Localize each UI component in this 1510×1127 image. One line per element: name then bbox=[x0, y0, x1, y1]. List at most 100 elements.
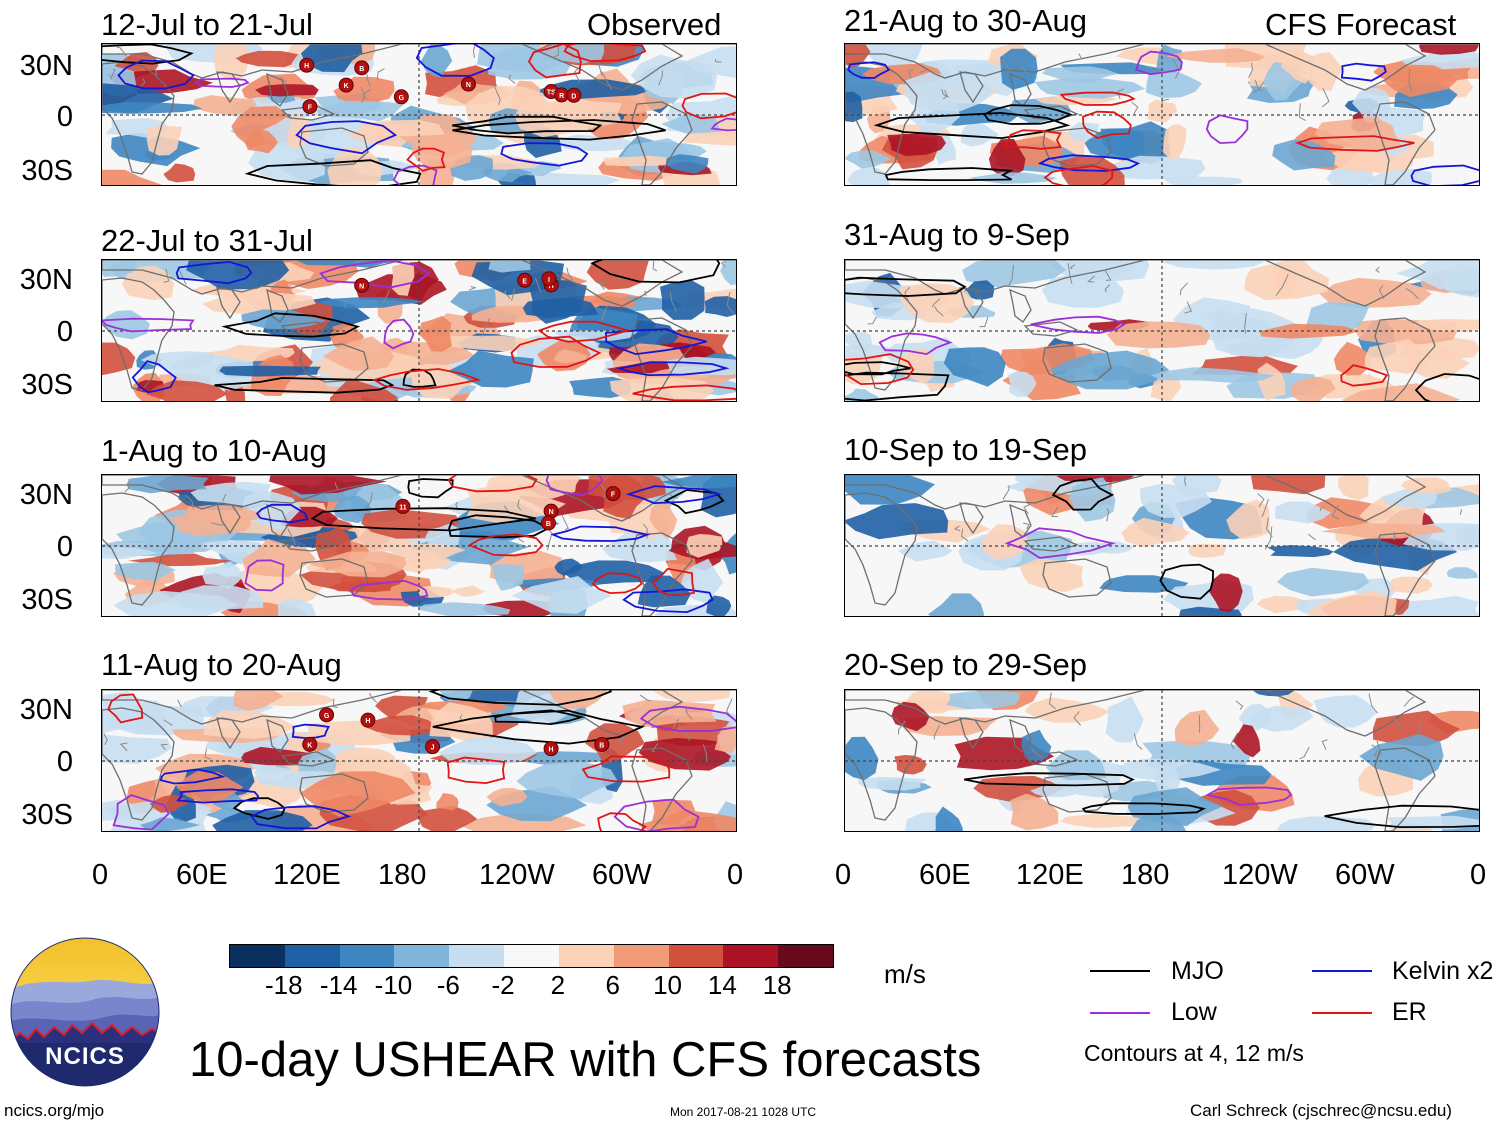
negative-shear-shading bbox=[1042, 273, 1125, 308]
low-contour bbox=[392, 164, 438, 185]
coastline bbox=[216, 717, 241, 750]
low-contour bbox=[112, 794, 170, 831]
low-contour bbox=[1205, 786, 1293, 806]
kelvin-contour bbox=[175, 260, 253, 285]
er-contour bbox=[845, 353, 915, 386]
mjo-contour bbox=[452, 115, 603, 135]
positive-shear-shading bbox=[359, 119, 445, 137]
positive-shear-shading bbox=[1364, 338, 1429, 375]
mjo-contour bbox=[494, 709, 585, 726]
country-border bbox=[116, 46, 128, 57]
svg-text:B: B bbox=[359, 66, 364, 73]
er-contour bbox=[1082, 110, 1132, 139]
forecast-map-panel-2 bbox=[844, 259, 1480, 402]
colorbar-tick-label: -6 bbox=[436, 970, 460, 1000]
er-contour bbox=[563, 44, 647, 63]
lon-label-0: 0 bbox=[1470, 859, 1487, 891]
country-border bbox=[702, 744, 708, 762]
colorbar-tick-label: 2 bbox=[550, 970, 566, 1000]
positive-shear-shading bbox=[323, 336, 395, 371]
svg-text:D: D bbox=[571, 93, 576, 100]
country-border bbox=[1087, 275, 1096, 283]
negative-shear-shading bbox=[847, 166, 891, 185]
coastline bbox=[1009, 288, 1032, 323]
contour-note: Contours at 4, 12 m/s bbox=[1084, 1040, 1304, 1066]
positive-shear-shading bbox=[553, 349, 588, 364]
negative-shear-shading bbox=[1446, 567, 1478, 579]
country-border bbox=[1235, 700, 1244, 710]
coastline bbox=[102, 475, 736, 510]
coastline bbox=[1264, 690, 1427, 737]
negative-shear-shading bbox=[102, 310, 150, 340]
tropical-cyclone-marker: H bbox=[360, 712, 376, 728]
kelvin-contour bbox=[176, 788, 260, 804]
country-border bbox=[517, 499, 522, 511]
country-border bbox=[511, 288, 515, 302]
negative-shear-shading bbox=[102, 260, 136, 277]
coastline bbox=[631, 532, 693, 616]
country-border bbox=[953, 525, 961, 532]
mjo-contour bbox=[884, 167, 1014, 181]
coastline bbox=[1042, 558, 1112, 598]
mjo-contour bbox=[221, 312, 361, 338]
er-contour bbox=[372, 368, 482, 391]
lon-label-120w: 120W bbox=[479, 859, 555, 891]
footer-timestamp: Mon 2017-08-21 1028 UTC bbox=[670, 1105, 817, 1119]
map-plot: H B K J G H bbox=[102, 690, 736, 831]
mjo-contour bbox=[452, 119, 666, 141]
country-border bbox=[124, 478, 130, 493]
lat-label-eq: 0 bbox=[56, 746, 73, 778]
country-border bbox=[1048, 692, 1056, 710]
country-border bbox=[119, 742, 128, 752]
country-border bbox=[365, 492, 373, 509]
coastline bbox=[845, 707, 918, 821]
svg-text:H: H bbox=[304, 63, 309, 70]
negative-shear-shading bbox=[1396, 595, 1479, 616]
observed-panel-2-title: 22-Jul to 31-Jul bbox=[101, 223, 313, 258]
colorbar-tick-label: -10 bbox=[374, 970, 413, 1000]
country-border bbox=[332, 698, 339, 708]
country-border bbox=[561, 515, 569, 531]
colorbar bbox=[229, 944, 834, 968]
negative-shear-shading bbox=[1100, 121, 1171, 165]
colorbar-tick-label: 10 bbox=[653, 970, 682, 1000]
country-border bbox=[1073, 711, 1082, 726]
svg-text:TS: TS bbox=[547, 90, 556, 97]
country-border bbox=[1230, 732, 1239, 750]
coastline bbox=[266, 718, 289, 753]
country-border bbox=[468, 286, 477, 291]
svg-text:F: F bbox=[308, 105, 313, 112]
positive-shear-shading bbox=[145, 380, 228, 401]
negative-shear-shading bbox=[219, 365, 321, 377]
coastline bbox=[102, 260, 736, 295]
country-border bbox=[1184, 476, 1187, 486]
er-contour bbox=[651, 567, 696, 597]
country-border bbox=[1030, 747, 1042, 758]
legend-mjo-line bbox=[1090, 970, 1150, 972]
negative-shear-shading bbox=[202, 540, 261, 555]
positive-shear-shading bbox=[1163, 124, 1187, 160]
coastline bbox=[1023, 536, 1079, 552]
negative-shear-shading bbox=[665, 154, 709, 174]
country-border bbox=[1017, 59, 1029, 76]
country-border bbox=[211, 522, 224, 526]
observed-label: Observed bbox=[587, 7, 722, 42]
negative-shear-shading bbox=[845, 388, 879, 401]
legend-er-label: ER bbox=[1392, 998, 1427, 1026]
lat-label-30s: 30S bbox=[21, 369, 73, 401]
positive-shear-shading bbox=[1320, 523, 1446, 539]
negative-shear-shading bbox=[1352, 87, 1391, 123]
positive-shear-shading bbox=[1165, 48, 1266, 63]
country-border bbox=[1307, 533, 1316, 540]
country-border bbox=[1002, 59, 1011, 72]
er-contour bbox=[1295, 135, 1415, 152]
country-border bbox=[658, 70, 663, 86]
negative-shear-shading bbox=[1105, 696, 1144, 743]
country-border bbox=[619, 734, 627, 746]
coastline bbox=[521, 260, 684, 307]
colorbar-swatch bbox=[504, 945, 560, 967]
positive-shear-shading bbox=[1321, 145, 1398, 172]
negative-shear-shading bbox=[417, 602, 511, 616]
kelvin-contour bbox=[131, 360, 177, 394]
lon-label-0: 0 bbox=[727, 859, 744, 891]
